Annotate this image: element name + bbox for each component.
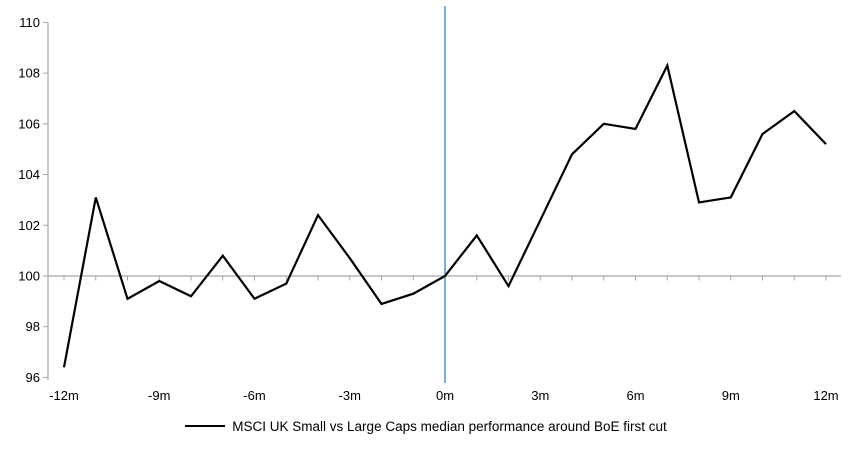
x-tick-label: -6m: [243, 388, 265, 403]
y-tick-label: 104: [18, 167, 40, 182]
y-tick-label: 98: [26, 319, 40, 334]
y-tick-label: 100: [18, 268, 40, 283]
y-tick-label: 96: [26, 370, 40, 385]
x-tick-label: -3m: [339, 388, 361, 403]
x-tick-label: -9m: [148, 388, 170, 403]
y-tick-label: 108: [18, 66, 40, 81]
legend-label: MSCI UK Small vs Large Caps median perfo…: [232, 419, 667, 434]
series-line: [62, 62, 827, 368]
y-tick-label: 102: [18, 218, 40, 233]
x-tick-label: 9m: [722, 388, 740, 403]
legend-line-swatch: [185, 425, 226, 427]
x-tick-label: 3m: [531, 388, 549, 403]
y-tick-label: 110: [19, 15, 40, 30]
chart-legend: MSCI UK Small vs Large Caps median perfo…: [0, 410, 852, 450]
x-tick-label: -12m: [49, 388, 79, 403]
x-tick-label: 0m: [436, 388, 454, 403]
x-tick-label: 6m: [626, 388, 644, 403]
y-tick-label: 106: [18, 116, 40, 131]
plot-area: 96 98 100 102 104 106 108 110 -12m -9m -6m -3m 0m 3m 6…: [18, 6, 841, 403]
x-tick-label: 12m: [813, 388, 838, 403]
